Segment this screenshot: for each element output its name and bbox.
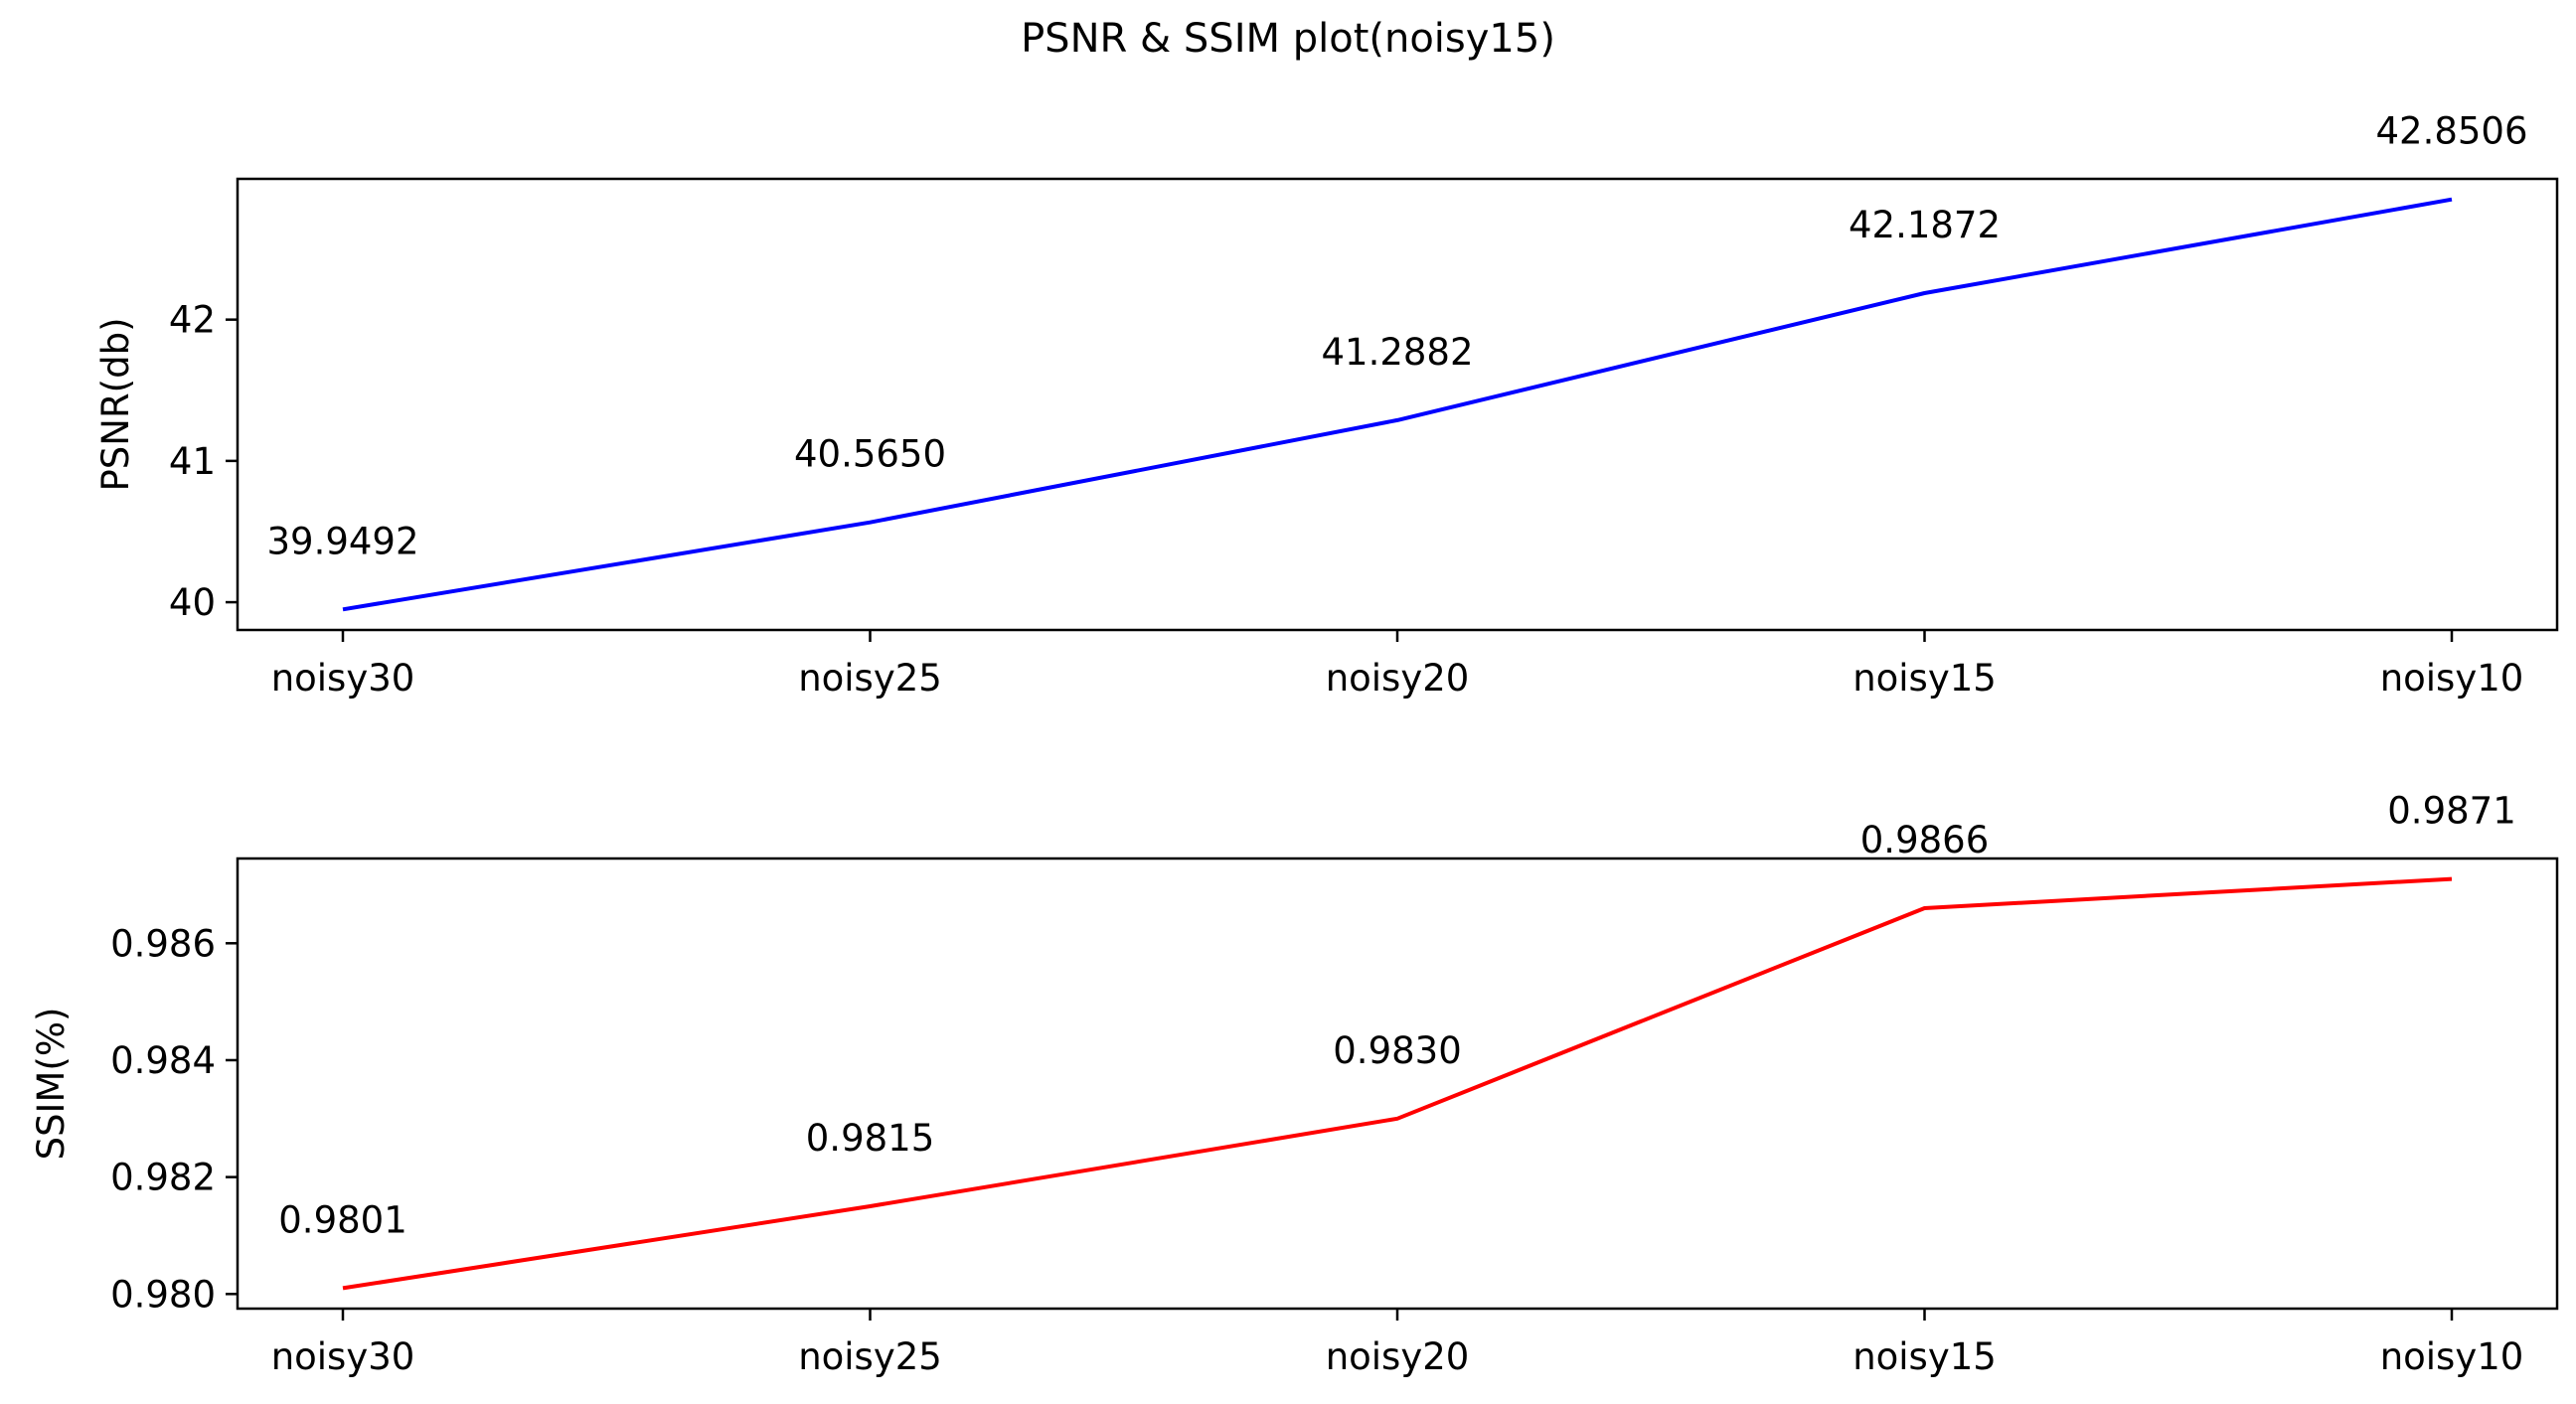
psnr-axes-frame [236, 177, 2559, 632]
ssim-data-label: 0.9866 [1860, 819, 1989, 861]
psnr-y-axis-label: PSNR(db) [94, 317, 137, 491]
psnr-x-tick-label: noisy20 [1326, 657, 1470, 700]
psnr-x-tick-label: noisy10 [2380, 657, 2524, 700]
psnr-data-label: 40.5650 [794, 433, 946, 476]
psnr-x-tick-label: noisy30 [271, 657, 415, 700]
psnr-data-label: 39.9492 [266, 520, 418, 562]
ssim-data-label: 0.9801 [278, 1198, 406, 1241]
psnr-y-tick-label: 42 [169, 299, 216, 342]
figure-title: PSNR & SSIM plot(noisy15) [1021, 16, 1555, 62]
psnr-subplot: noisy30 noisy25 noisy20 noisy15 noisy10 40 41 4… [94, 110, 2559, 700]
ssim-y-axis-label: SSIM(%) [30, 1008, 73, 1161]
ssim-x-tick-label: noisy20 [1326, 1335, 1470, 1378]
psnr-y-tick-label: 40 [169, 581, 216, 624]
psnr-series-line [342, 197, 2453, 612]
ssim-data-label: 0.9815 [806, 1117, 934, 1160]
ssim-subplot: noisy30 noisy25 noisy20 noisy15 noisy10 0.980… [30, 790, 2559, 1378]
ssim-x-tick-label: noisy30 [271, 1335, 415, 1378]
ssim-data-label: 0.9830 [1333, 1029, 1461, 1072]
ssim-series-line [342, 876, 2453, 1291]
ssim-y-tick-label: 0.984 [110, 1039, 216, 1082]
psnr-x-tick-label: noisy25 [798, 657, 942, 700]
ssim-x-tick-label: noisy10 [2380, 1335, 2524, 1378]
ssim-data-label: 0.9871 [2387, 790, 2515, 833]
psnr-data-label: 42.1872 [1849, 204, 2001, 246]
ssim-x-tick-label: noisy15 [1852, 1335, 1997, 1378]
psnr-data-label: 42.8506 [2375, 110, 2527, 153]
ssim-axes-frame [236, 857, 2559, 1311]
ssim-y-tick-label: 0.980 [110, 1273, 216, 1316]
psnr-data-label: 41.2882 [1321, 331, 1473, 374]
psnr-y-tick-label: 41 [169, 440, 216, 483]
ssim-x-tick-label: noisy25 [798, 1335, 942, 1378]
psnr-x-tick-label: noisy15 [1852, 657, 1997, 700]
ssim-y-tick-label: 0.986 [110, 922, 216, 965]
ssim-y-tick-label: 0.982 [110, 1157, 216, 1199]
